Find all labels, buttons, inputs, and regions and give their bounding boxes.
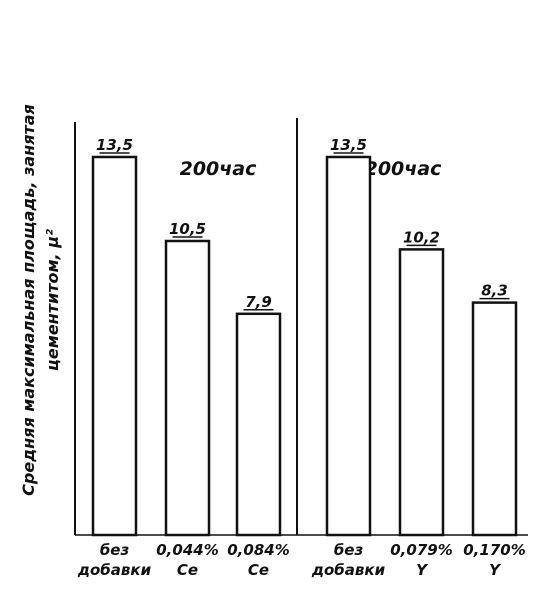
value-label-p2-2: 10,2 [403,228,440,246]
value-label-p1-3: 7,9 [245,293,272,311]
bar-p2-1 [325,155,372,537]
panel-title-1: 200час [180,158,258,180]
bar-p2-3 [471,301,518,537]
bar-p1-2 [164,239,211,537]
y-axis-title-line-2: цементитом, μ² [43,229,62,371]
bar-p2-2 [398,248,445,537]
y-axis-title-line-1: Средняя максимальная площадь, занятая [19,104,38,496]
value-label-p1-2: 10,5 [169,220,206,238]
category-label-p1-3-line2: Ce [248,561,269,579]
chart-marks: 13,5 без добавки 10,5 0,044% Ce 7,9 0,084% Ce 13,… [77,136,526,579]
category-label-p2-1-line2: добавки [311,561,386,579]
category-label-p1-2-line2: Ce [177,561,198,579]
y-axis-title: Средняя максимальная площадь, занятая це… [19,104,62,496]
panel-title-2: 200час [365,158,443,180]
category-label-p1-1-line2: добавки [77,561,152,579]
value-label-p2-3: 8,3 [481,282,508,300]
category-label-p1-1-line1: без [100,541,130,559]
category-label-p2-2-line2: Y [416,561,429,579]
category-label-p2-3-line1: 0,170% [463,541,525,559]
category-label-p2-3-line2: Y [489,561,502,579]
category-label-p1-2-line1: 0,044% [156,541,218,559]
bar-p1-3 [235,312,282,537]
category-label-p2-2-line1: 0,079% [390,541,452,559]
category-label-p2-1-line1: без [334,541,364,559]
bar-p1-1 [91,155,138,537]
value-label-p1-1: 13,5 [96,136,133,154]
category-label-p1-3-line1: 0,084% [227,541,289,559]
value-label-p2-1: 13,5 [330,136,367,154]
